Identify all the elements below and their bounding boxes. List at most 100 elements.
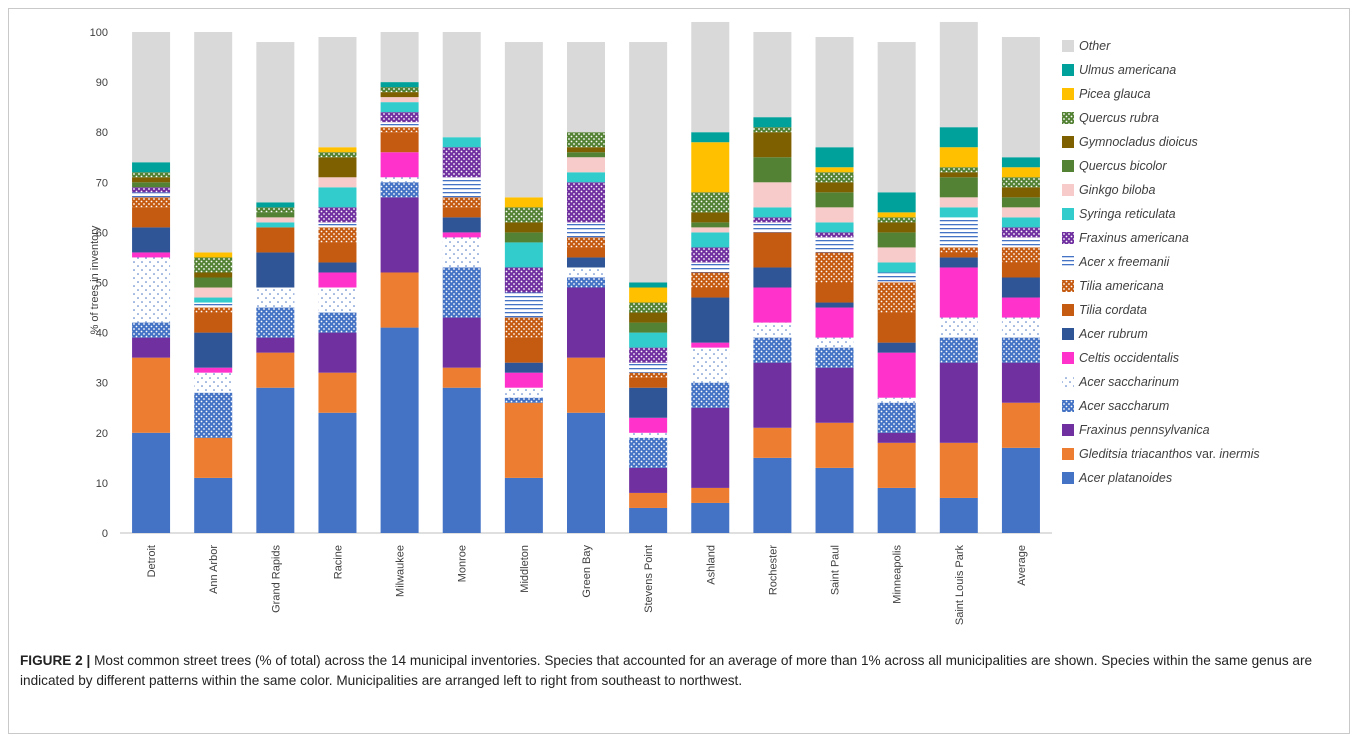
bar-segment-quercus-rubra — [318, 152, 357, 158]
bar-segment-acer-rubrum — [504, 362, 543, 373]
bar-segment-acer-saccharum — [629, 437, 668, 468]
legend-label: Tilia americana — [1079, 279, 1164, 293]
y-axis-label: % of trees in inventory — [89, 225, 101, 334]
bar-segment-fraxinus-pennsylvanica — [567, 287, 605, 358]
legend-label: Acer x freemanii — [1078, 255, 1171, 269]
bar-stack-ann-arbor — [194, 32, 233, 533]
x-tick-label: Minneapolis — [892, 545, 904, 604]
bar-segment-gleditsia-triacanthos-var-inermis — [318, 372, 357, 413]
bar-segment-quercus-bicolor — [691, 222, 730, 228]
bar-segment-quercus-rubra — [194, 257, 233, 273]
bar-segment-acer-saccharum — [691, 382, 730, 408]
legend-swatch-fraxinus-pennsylvanica — [1062, 424, 1074, 436]
x-tick-label: Ashland — [705, 545, 717, 585]
legend-swatch-celtis-occidentalis — [1062, 352, 1074, 364]
legend-item-quercus-bicolor: Quercus bicolor — [1062, 159, 1167, 173]
bar-segment-celtis-occidentalis — [629, 417, 668, 433]
bar-segment-acer-saccharinum — [877, 397, 916, 403]
bar-segment-ulmus-americana — [753, 117, 792, 128]
bar-segment-other — [815, 37, 854, 148]
bar-segment-acer-platanoides — [442, 387, 481, 533]
bar-segment-acer-x-freemanii — [194, 302, 233, 308]
legend-swatch-tilia-cordata — [1062, 304, 1074, 316]
bar-segment-quercus-rubra — [877, 217, 916, 223]
bar-segment-tilia-americana — [629, 372, 668, 378]
bar-segment-fraxinus-pennsylvanica — [629, 467, 668, 493]
bar-segment-ginkgo-biloba — [380, 97, 419, 103]
bar-segment-acer-saccharum — [256, 307, 295, 338]
legend-swatch-syringa-reticulata — [1062, 208, 1074, 220]
bar-segment-other — [380, 32, 419, 83]
legend-item-acer-saccharum: Acer saccharum — [1062, 399, 1169, 413]
bar-segment-tilia-cordata — [132, 207, 171, 228]
bar-segment-acer-saccharinum — [318, 287, 357, 313]
bar-segment-fraxinus-pennsylvanica — [753, 362, 792, 428]
bar-segment-syringa-reticulata — [753, 207, 792, 218]
legend-swatch-acer-saccharinum — [1062, 376, 1074, 388]
bar-segment-ulmus-americana — [380, 82, 419, 88]
bar-segment-acer-x-freemanii — [691, 262, 730, 273]
bar-segment-gleditsia-triacanthos-var-inermis — [939, 442, 978, 498]
bar-segment-ulmus-americana — [939, 127, 978, 148]
y-tick-label: 90 — [96, 77, 108, 89]
y-tick-label: 30 — [96, 378, 108, 390]
legend-item-tilia-cordata: Tilia cordata — [1062, 303, 1147, 317]
bar-segment-acer-saccharum — [567, 277, 605, 288]
bar-segment-other — [504, 42, 543, 198]
x-tick-label: Monroe — [457, 545, 469, 582]
bar-segment-tilia-americana — [691, 272, 730, 288]
bar-segment-fraxinus-pennsylvanica — [815, 367, 854, 423]
legend-swatch-acer-rubrum — [1062, 328, 1074, 340]
bar-stack-detroit — [132, 32, 171, 533]
legend-item-ginkgo-biloba: Ginkgo biloba — [1062, 183, 1155, 197]
legend-item-quercus-rubra: Quercus rubra — [1062, 111, 1159, 125]
bar-segment-acer-saccharinum — [815, 337, 854, 348]
bar-segment-quercus-bicolor — [815, 192, 854, 208]
bar-segment-fraxinus-pennsylvanica — [318, 332, 357, 373]
bar-segment-gleditsia-triacanthos-var-inermis — [132, 357, 171, 433]
bar-segment-acer-saccharinum — [442, 237, 481, 268]
legend-swatch-other — [1062, 40, 1074, 52]
bar-segment-other — [691, 21, 730, 133]
legend-swatch-ginkgo-biloba — [1062, 184, 1074, 196]
bar-segment-acer-platanoides — [1001, 447, 1040, 533]
x-tick-label: Detroit — [146, 545, 158, 577]
bar-stack-stevens-point — [629, 42, 668, 533]
bar-segment-acer-x-freemanii — [877, 272, 916, 283]
figure-frame — [8, 8, 1350, 734]
legend-item-acer-platanoides: Acer platanoides — [1062, 471, 1172, 485]
bar-segment-quercus-bicolor — [256, 212, 295, 218]
bar-segment-syringa-reticulata — [939, 207, 978, 218]
bar-segment-other — [877, 42, 916, 193]
bar-segment-tilia-americana — [194, 307, 233, 313]
figure-caption: FIGURE 2 | Most common street trees (% o… — [20, 651, 1340, 691]
bar-segment-quercus-bicolor — [877, 232, 916, 248]
bar-segment-fraxinus-pennsylvanica — [380, 197, 419, 273]
bar-segment-tilia-cordata — [691, 287, 730, 298]
bar-segment-gleditsia-triacanthos-var-inermis — [815, 422, 854, 468]
legend-label: Picea glauca — [1079, 87, 1151, 101]
bar-segment-acer-rubrum — [939, 257, 978, 268]
bar-segment-quercus-bicolor — [629, 322, 668, 333]
bar-segment-ulmus-americana — [877, 192, 916, 213]
bar-segment-other — [629, 42, 668, 283]
bar-segment-gymnocladus-dioicus — [567, 147, 605, 153]
bar-segment-acer-platanoides — [567, 412, 605, 533]
bar-segment-gymnocladus-dioicus — [194, 272, 233, 278]
bar-segment-gymnocladus-dioicus — [504, 222, 543, 233]
bar-segment-quercus-rubra — [132, 172, 171, 178]
bar-segment-quercus-rubra — [939, 167, 978, 173]
bar-segment-acer-saccharinum — [194, 372, 233, 393]
bar-segment-picea-glauca — [629, 287, 668, 303]
legend-label: Acer rubrum — [1078, 327, 1148, 341]
bar-segment-syringa-reticulata — [256, 222, 295, 228]
x-tick-label: Milwaukee — [395, 545, 407, 597]
bar-segment-acer-rubrum — [629, 387, 668, 418]
bar-segment-tilia-cordata — [256, 227, 295, 253]
bar-segment-quercus-bicolor — [753, 157, 792, 183]
bar-segment-ulmus-americana — [132, 162, 171, 173]
legend-swatch-fraxinus-americana — [1062, 232, 1074, 244]
bar-segment-other — [939, 21, 978, 128]
bar-segment-acer-saccharinum — [1001, 317, 1040, 338]
bar-segment-acer-saccharinum — [691, 347, 730, 383]
